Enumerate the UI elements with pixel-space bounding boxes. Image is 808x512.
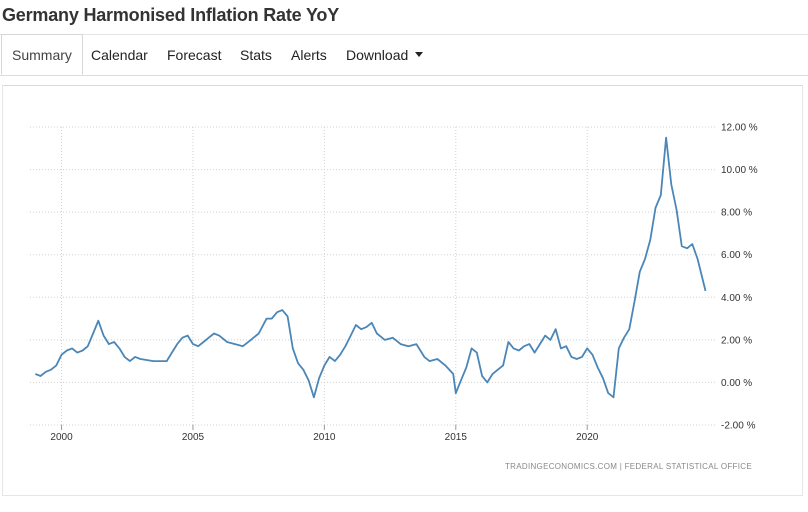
tab-download[interactable]: Download	[336, 35, 433, 75]
tab-bar: Summary Calendar Forecast Stats Alerts D…	[0, 34, 808, 76]
y-tick-label: 2.00 %	[721, 335, 752, 346]
chart-panel	[2, 85, 803, 496]
x-tick-label: 2020	[576, 432, 599, 443]
y-tick-label: 0.00 %	[721, 378, 752, 389]
y-tick-label: -2.00 %	[721, 421, 756, 432]
x-tick-label: 2005	[182, 432, 205, 443]
tab-stats[interactable]: Stats	[240, 47, 272, 63]
series-line	[34, 136, 707, 399]
y-tick-label: 4.00 %	[721, 293, 752, 304]
caret-down-icon	[415, 52, 424, 57]
tab-alerts[interactable]: Alerts	[291, 47, 327, 63]
x-tick-label: 2015	[445, 432, 468, 443]
tab-summary[interactable]: Summary	[1, 34, 83, 75]
x-axis: 2000 2005 2010 2015 2020	[50, 425, 599, 443]
y-tick-label: 8.00 %	[721, 208, 752, 219]
chart-source-label: TRADINGECONOMICS.COM | FEDERAL STATISTIC…	[505, 462, 752, 471]
chart-series	[34, 136, 707, 399]
chart-gridlines	[30, 126, 716, 426]
page-title: Germany Harmonised Inflation Rate YoY	[2, 5, 340, 25]
y-tick-label: 6.00 %	[721, 250, 752, 261]
y-axis: 12.00 % 10.00 % 8.00 % 6.00 % 4.00 % 2.00 % 0.…	[721, 123, 758, 432]
y-tick-label: 10.00 %	[721, 165, 758, 176]
tab-download-label: Download	[346, 47, 409, 63]
y-tick-label: 12.00 %	[721, 123, 758, 134]
tab-forecast[interactable]: Forecast	[167, 47, 222, 63]
tab-calendar[interactable]: Calendar	[91, 47, 148, 63]
x-tick-label: 2010	[313, 432, 336, 443]
x-tick-label: 2000	[50, 432, 73, 443]
